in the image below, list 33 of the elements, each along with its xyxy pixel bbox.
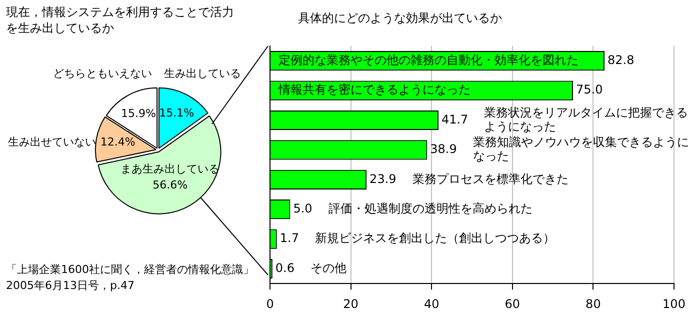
slice-label: どちらともいえない (53, 66, 152, 80)
data-label: 15.9% (120, 107, 156, 120)
data-label: 12.4% (100, 135, 136, 148)
y-tick-label: 業務プロセスを標準化できた (412, 172, 568, 186)
slice-label: 生み出せていない (8, 135, 96, 148)
data-label: 1.7 (280, 231, 299, 246)
data-label: 82.8 (608, 52, 634, 67)
data-label: 15.1% (159, 106, 194, 120)
x-tick-label: 80 (586, 296, 601, 311)
text: 2005年6月13日号，p.47 (6, 278, 134, 294)
chart-title: 現在，情報システムを利用することで活力を生み出しているか (6, 4, 235, 36)
data-label: 0.6 (275, 260, 295, 275)
data-label: 75.0 (576, 82, 603, 97)
y-tick-label: 業務知識やノウハウを収集できるようになった (472, 135, 689, 164)
data-label: 5.0 (293, 201, 312, 216)
y-tick-label: 新規ビジネスを創出した（創出しつつある） (314, 231, 555, 246)
x-tick-label: 0 (266, 296, 274, 311)
x-tick-label: 40 (424, 296, 440, 311)
chart-title: 具体的にどのような効果が出ているか (298, 10, 502, 26)
y-tick-label: 評価・処遇制度の透明性を高められた (328, 201, 532, 216)
x-tick-label: 60 (504, 296, 520, 311)
y-tick-label: 定例的な業務やその他の雑務の自動化・効率化を図れた (278, 52, 578, 67)
y-tick-label: その他 (310, 260, 347, 275)
slice-label: 生み出している (164, 66, 241, 80)
x-tick-label: 100 (662, 296, 686, 311)
data-label: 56.6% (152, 178, 188, 192)
x-tick-label: 20 (343, 296, 358, 311)
y-tick-label: 業務状況をリアルタイムに把握できるようになった (484, 105, 688, 134)
data-label: 41.7 (441, 112, 468, 126)
y-tick-label: 情報共有を密にできるようになった (278, 82, 470, 97)
data-label: 38.9 (430, 142, 457, 156)
text: 「上場企業1600社に聞く，経営者の情報化意識」 (6, 262, 254, 278)
data-label: 23.9 (370, 172, 396, 186)
